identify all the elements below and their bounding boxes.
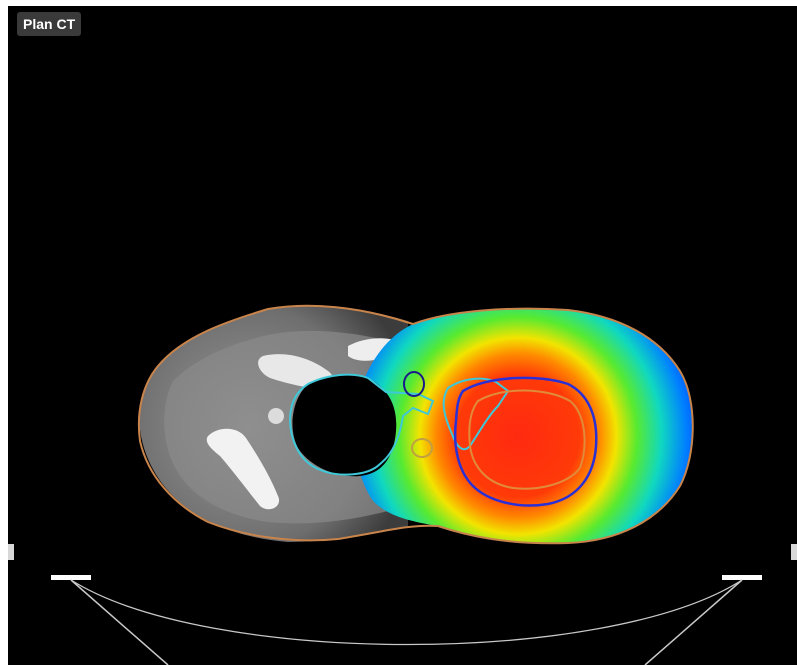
left-edge-marker [8, 544, 14, 560]
right-edge-marker [791, 544, 797, 560]
ct-axial-slice [51, 304, 762, 665]
small-structure-orange [411, 438, 433, 458]
view-label: Plan CT [17, 12, 82, 36]
dose-wash [353, 308, 693, 544]
small-structure-blue [403, 371, 425, 397]
humerus-bone [206, 428, 280, 510]
ptv-contour [453, 376, 598, 507]
lung-contour [288, 373, 435, 476]
ct-viewport[interactable]: Plan CT [8, 6, 797, 665]
ctv-contour [468, 389, 586, 490]
treatment-couch-arc-icon [51, 575, 762, 665]
bone-fragment [268, 408, 284, 424]
body-contour [137, 304, 694, 545]
lung-cavity [292, 374, 397, 477]
